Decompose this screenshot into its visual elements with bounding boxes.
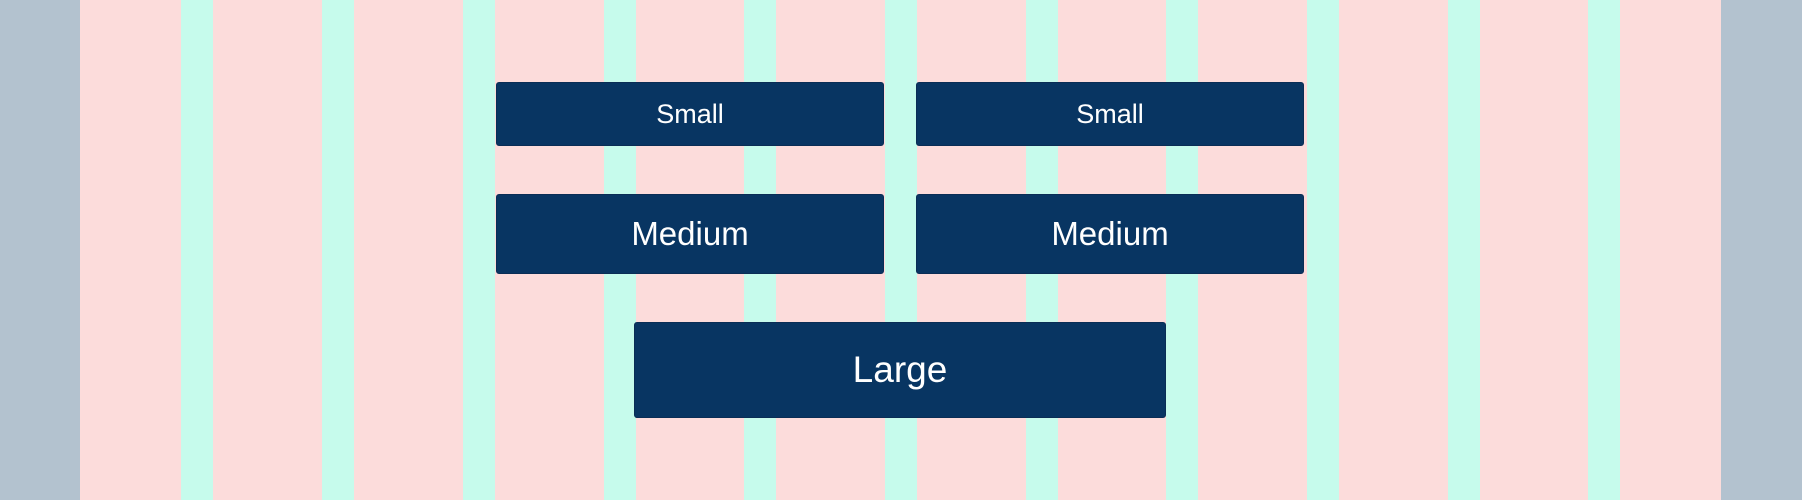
- small-button-left-label: Small: [656, 98, 724, 129]
- grid-gutter: [885, 0, 917, 500]
- left-margin: [0, 0, 80, 500]
- grid-gutter: [1448, 0, 1480, 500]
- grid-gutter: [1588, 0, 1620, 500]
- large-button-label: Large: [852, 349, 948, 390]
- large-button[interactable]: Large: [634, 322, 1166, 418]
- grid-gutter: [181, 0, 213, 500]
- grid-gutter: [463, 0, 495, 500]
- small-button-right-label: Small: [1076, 98, 1144, 129]
- medium-button-left-label: Medium: [631, 215, 749, 252]
- medium-button-right[interactable]: Medium: [916, 194, 1304, 274]
- right-margin: [1721, 0, 1802, 500]
- medium-button-right-label: Medium: [1051, 215, 1169, 252]
- grid-gutter: [1307, 0, 1339, 500]
- medium-button-left[interactable]: Medium: [496, 194, 884, 274]
- small-button-right[interactable]: Small: [916, 82, 1304, 146]
- column-grid: [80, 0, 1721, 500]
- grid-gutter: [322, 0, 354, 500]
- small-button-left[interactable]: Small: [496, 82, 884, 146]
